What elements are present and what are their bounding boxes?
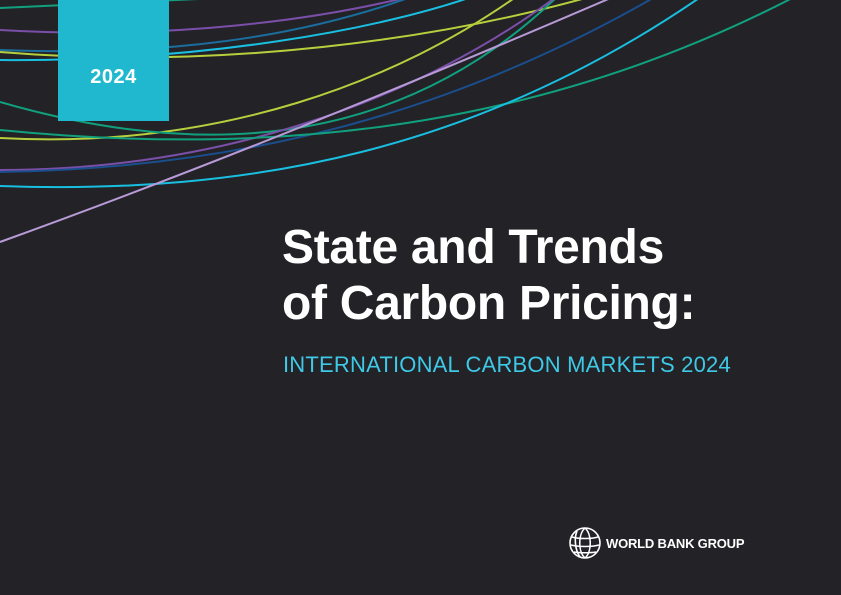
publisher-name: WORLD BANK GROUP [606,535,745,551]
year-badge: 2024 [58,0,169,121]
curve-purple-middle [0,0,554,171]
curve-teal-right [0,0,791,141]
report-title-line2: of Carbon Pricing: [282,277,696,330]
report-subtitle: INTERNATIONAL CARBON MARKETS 2024 [283,352,731,377]
report-title: State and Trends of Carbon Pricing: [282,220,802,332]
report-title-line1: State and Trends [282,221,664,274]
year-badge-text: 2024 [90,66,137,88]
curve-lime-lower [0,0,514,141]
publisher-logo: WORLD BANK GROUP [568,526,745,560]
world-bank-globe-icon [569,527,601,559]
curve-lavender [0,0,609,243]
curve-cyan-lower [0,0,698,189]
curve-blue-middle [0,0,652,173]
